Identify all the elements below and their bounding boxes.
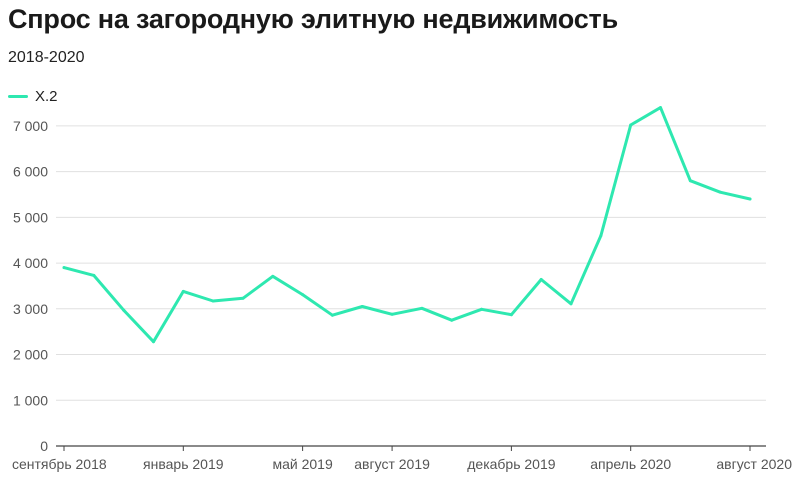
data-point: [92, 273, 96, 277]
data-point: [629, 123, 633, 127]
data-point: [151, 340, 155, 344]
x-tick-label: май 2019: [272, 456, 332, 472]
y-tick-label: 1 000: [13, 392, 48, 408]
data-point: [301, 293, 305, 297]
data-point: [509, 313, 513, 317]
data-point: [659, 106, 663, 110]
data-point: [390, 312, 394, 316]
y-tick-label: 3 000: [13, 301, 48, 317]
x-tick-label: август 2020: [716, 456, 792, 472]
y-tick-label: 7 000: [13, 118, 48, 134]
y-tick-label: 0: [40, 438, 48, 454]
data-point: [569, 302, 573, 306]
chart-title: Спрос на загородную элитную недвижимость: [8, 4, 618, 34]
x-tick-label: август 2019: [354, 456, 430, 472]
data-point: [330, 313, 334, 317]
y-tick-label: 4 000: [13, 255, 48, 271]
data-point: [211, 299, 215, 303]
data-point: [748, 197, 752, 201]
data-point: [62, 266, 66, 270]
data-point: [539, 278, 543, 282]
data-point: [688, 179, 692, 183]
x-tick-label: декабрь 2019: [467, 456, 556, 472]
data-point: [420, 306, 424, 310]
data-point: [181, 289, 185, 293]
y-tick-label: 6 000: [13, 164, 48, 180]
plot-area: [62, 106, 752, 344]
x-tick-label: сентябрь 2018: [12, 456, 107, 472]
series-line: [62, 106, 752, 344]
data-point: [122, 308, 126, 312]
legend: Х.2: [8, 88, 58, 105]
data-point: [241, 296, 245, 300]
data-point: [360, 305, 364, 309]
legend-label: Х.2: [35, 88, 58, 105]
x-axis: сентябрь 2018 январь 2019 май 2019 август 2…: [12, 446, 792, 472]
gridlines: [56, 125, 766, 447]
x-tick-label: апрель 2020: [590, 456, 671, 472]
y-tick-label: 5 000: [13, 209, 48, 225]
legend-swatch: [8, 95, 28, 98]
y-axis: 0 1 000 2 000 3 000 4 000 5 000 6 000 7 000: [13, 118, 48, 454]
x-tick-label: январь 2019: [143, 456, 224, 472]
y-tick-label: 2 000: [13, 347, 48, 363]
data-point: [271, 274, 275, 278]
data-point: [599, 234, 603, 238]
data-point: [450, 318, 454, 322]
data-point: [480, 307, 484, 311]
chart-subtitle: 2018-2020: [8, 49, 85, 66]
data-point: [718, 190, 722, 194]
